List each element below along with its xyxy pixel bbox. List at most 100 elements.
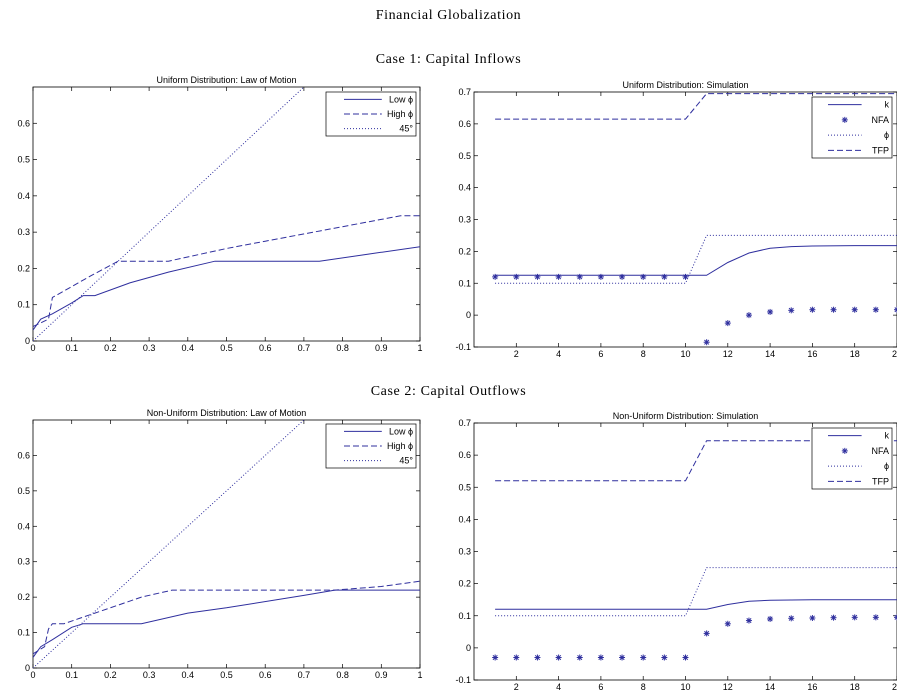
nfa-point [809, 306, 816, 313]
series-low--0-line [33, 246, 420, 331]
nfa-point [745, 617, 752, 624]
y-tick-label: 0.6 [17, 118, 30, 128]
y-tick-label: 0.4 [17, 521, 30, 531]
series-group [33, 87, 420, 341]
nfa-point [492, 654, 499, 661]
y-tick-label: 0.1 [458, 278, 471, 288]
series-nfa-1 [492, 614, 897, 661]
panel-title: Non-Uniform Distribution: Law of Motion [147, 408, 307, 418]
legend-box [811, 96, 893, 159]
legend-label: ϕ [884, 461, 889, 471]
y-tick-label: 0.4 [458, 514, 471, 524]
legend: Low ϕ High ϕ 45° [325, 423, 417, 469]
nfa-point [555, 654, 562, 661]
series-45--2-line [33, 420, 305, 668]
x-tick-label: 0.2 [104, 670, 117, 680]
y-tick-label: 0.1 [17, 628, 30, 638]
series---2-line [495, 234, 897, 284]
nfa-point [767, 615, 774, 622]
x-tick-label: 16 [807, 349, 817, 359]
nfa-point [745, 312, 752, 319]
x-tick-label: 1 [417, 670, 422, 680]
x-tick-label: 0.7 [298, 670, 311, 680]
nfa-point [597, 654, 604, 661]
series---2-line [495, 567, 897, 617]
y-tick-label: 0.3 [17, 557, 30, 567]
y-tick-label: 0.7 [458, 418, 471, 428]
x-tick-label: 0.1 [65, 670, 78, 680]
chart-panel-1: Uniform Distribution: Law of Motion 0 0.1 0… [17, 75, 422, 353]
nfa-point [640, 273, 647, 280]
nfa-point [894, 306, 897, 313]
x-tick-label: 14 [765, 682, 775, 691]
x-tick-label: 18 [850, 682, 860, 691]
x-tick-label: 6 [598, 682, 603, 691]
nfa-point [703, 339, 710, 346]
y-tick-label: 0.6 [458, 119, 471, 129]
x-tick-label: 12 [723, 682, 733, 691]
legend-marker [841, 447, 848, 454]
nfa-point [788, 307, 795, 314]
chart-panel-2: Uniform Distribution: Simulation 2 4 6 8 10 12… [455, 80, 897, 359]
nfa-point [724, 620, 731, 627]
nfa-point [682, 273, 689, 280]
y-tick-label: 0 [466, 310, 471, 320]
nfa-point [830, 306, 837, 313]
nfa-point [640, 654, 647, 661]
legend-label: High ϕ [387, 109, 413, 119]
legend-label: TFP [872, 145, 889, 155]
legend-marker [841, 116, 848, 123]
nfa-point [872, 614, 879, 621]
x-tick-label: 0.6 [259, 670, 272, 680]
y-tick-label: 0.5 [17, 155, 30, 165]
nfa-point [513, 273, 520, 280]
series-k-0-line [495, 599, 897, 610]
nfa-point [619, 654, 626, 661]
x-tick-label: 0.5 [220, 670, 233, 680]
x-tick-label: 0.7 [298, 343, 311, 353]
y-tick-label: 0.2 [458, 579, 471, 589]
panel-title: Uniform Distribution: Simulation [622, 80, 748, 90]
y-tick-label: 0.3 [458, 547, 471, 557]
x-tick-label: 2 [514, 682, 519, 691]
y-tick-label: 0.1 [458, 611, 471, 621]
nfa-point [619, 273, 626, 280]
x-tick-label: 8 [641, 682, 646, 691]
nfa-point [809, 614, 816, 621]
nfa-point [576, 273, 583, 280]
y-tick-label: 0.5 [17, 486, 30, 496]
x-tick-label: 20 [892, 682, 897, 691]
series-low--0-line [33, 589, 420, 658]
x-tick-label: 0.2 [104, 343, 117, 353]
nfa-point [555, 273, 562, 280]
x-tick-label: 0.5 [220, 343, 233, 353]
nfa-point [724, 320, 731, 327]
nfa-point [534, 273, 541, 280]
series-high--1-line [33, 580, 420, 655]
x-tick-label: 0.8 [336, 343, 349, 353]
legend-label: 45° [399, 456, 413, 466]
x-tick-label: 4 [556, 349, 561, 359]
series-tfp-3-line [495, 440, 897, 482]
x-tick-label: 0 [30, 343, 35, 353]
legend-label: Low ϕ [389, 426, 413, 436]
x-tick-label: 10 [680, 682, 690, 691]
x-tick-label: 0.4 [182, 343, 195, 353]
legend: Low ϕ High ϕ 45° [325, 91, 417, 137]
nfa-point [661, 273, 668, 280]
x-tick-label: 0.9 [375, 670, 388, 680]
figure-title: Financial Globalization [375, 8, 522, 23]
y-tick-label: 0.7 [458, 87, 471, 97]
legend-label: k [885, 100, 890, 110]
legend-label: 45° [399, 124, 413, 134]
y-tick-label: 0.5 [458, 482, 471, 492]
series-high--1-line [33, 215, 420, 327]
y-tick-label: 0.2 [17, 592, 30, 602]
nfa-point [830, 614, 837, 621]
y-tick-label: 0.4 [17, 191, 30, 201]
panel-title: Uniform Distribution: Law of Motion [156, 75, 296, 85]
y-tick-label: 0 [466, 643, 471, 653]
nfa-point [851, 306, 858, 313]
legend: k NFA ϕ TFP [811, 96, 893, 159]
